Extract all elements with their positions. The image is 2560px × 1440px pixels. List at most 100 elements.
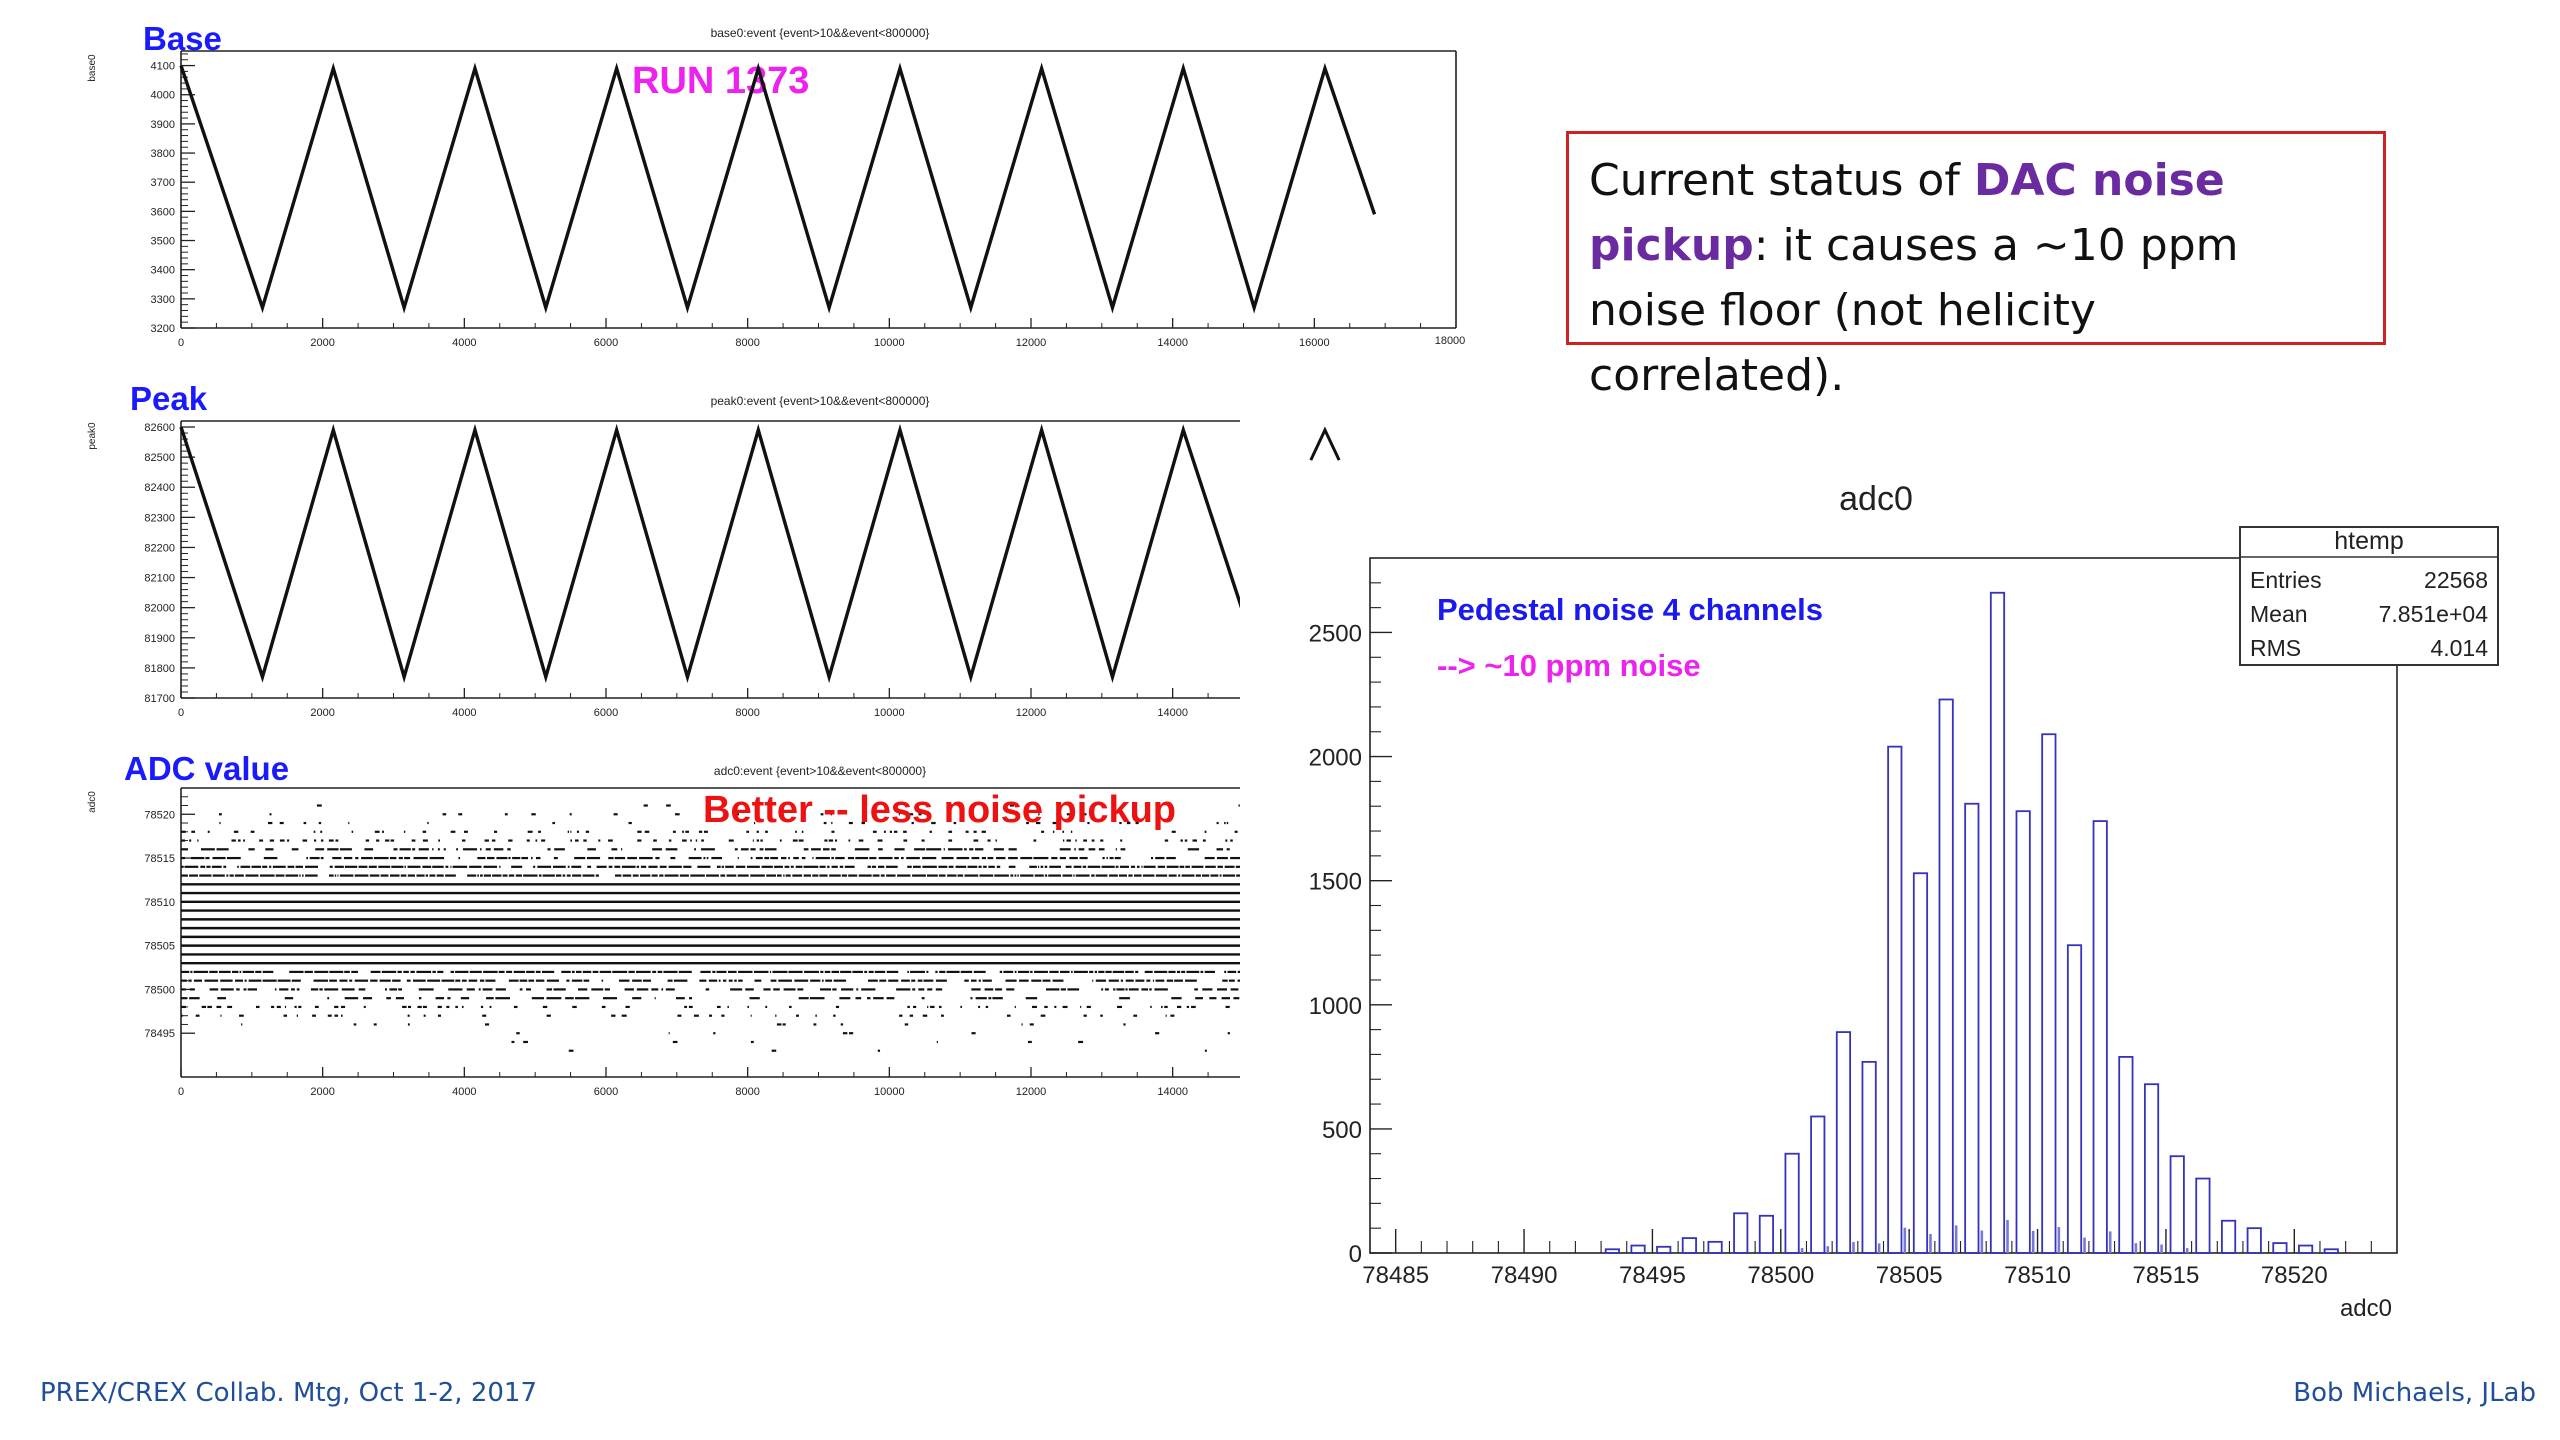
peak-series-line-tail bbox=[1309, 426, 1341, 461]
run-annotation: RUN 1373 bbox=[632, 60, 809, 102]
histogram-bar bbox=[1630, 1244, 1646, 1254]
stats-box-frame bbox=[2239, 526, 2499, 666]
base-x-tick-label: 2000 bbox=[310, 337, 334, 349]
histogram-y-tick-label: 2500 bbox=[1309, 620, 1362, 647]
histogram-bar-sub bbox=[1800, 1248, 1804, 1253]
histogram-bar bbox=[1656, 1245, 1672, 1254]
base-y-tick-label: 3300 bbox=[151, 294, 175, 306]
adc-x-tick-label: 12000 bbox=[1016, 1086, 1047, 1098]
histogram-bar-sub bbox=[1852, 1241, 1855, 1253]
base-x-tick-label: 0 bbox=[178, 337, 184, 349]
peak-y-tick-label: 81800 bbox=[144, 663, 175, 675]
stats-entries-value: 22568 bbox=[2424, 567, 2488, 593]
adc-y-tick-label: 78495 bbox=[144, 1028, 175, 1040]
peak-x-tick-label: 8000 bbox=[735, 707, 759, 719]
histogram-bar bbox=[1784, 1152, 1800, 1254]
peak-y-tick-label: 82300 bbox=[144, 512, 175, 524]
histogram-y-tick-label: 2000 bbox=[1309, 745, 1362, 772]
histogram-bar bbox=[1938, 698, 1954, 1254]
histogram-x-tick-label: 78490 bbox=[1491, 1262, 1558, 1289]
histogram-y-tick-label: 500 bbox=[1322, 1117, 1362, 1144]
histogram-bar bbox=[2118, 1056, 2134, 1254]
peak-label: Peak bbox=[130, 380, 208, 417]
histogram-xlabel: adc0 bbox=[2340, 1295, 2392, 1322]
peak-plot: Peak peak0:event {event>10&&event<800000… bbox=[87, 380, 1341, 719]
pedestal-annotation: Pedestal noise 4 channels bbox=[1437, 592, 1823, 627]
adc-annotation: Better -- less noise pickup bbox=[703, 789, 1176, 831]
peak-y-tick-label: 82400 bbox=[144, 482, 175, 494]
base-x-tick-label: 14000 bbox=[1157, 337, 1188, 349]
base-y-tick-label: 3700 bbox=[151, 177, 175, 189]
histogram-bar bbox=[2066, 944, 2083, 1254]
histogram-bar bbox=[1604, 1248, 1620, 1254]
base-x-tick-label: 8000 bbox=[735, 337, 759, 349]
histogram-title: adc0 bbox=[1839, 480, 1913, 518]
histogram-x-tick-label: 78515 bbox=[2133, 1262, 2200, 1289]
histogram-bar-sub bbox=[2185, 1248, 2189, 1253]
histogram-bar bbox=[1707, 1240, 1723, 1254]
stats-entries-label: Entries bbox=[2250, 567, 2322, 593]
adc-y-tick-label: 78520 bbox=[144, 809, 175, 821]
base-x-tick-label: 10000 bbox=[874, 337, 905, 349]
peak-y-tick-label: 82600 bbox=[144, 422, 175, 434]
histogram-x-tick-label: 78510 bbox=[2004, 1262, 2071, 1289]
histogram-bar bbox=[1989, 591, 2006, 1254]
histogram-bar bbox=[2298, 1244, 2314, 1254]
histogram-bar-sub bbox=[1980, 1230, 1984, 1253]
histogram-y-tick-label: 1500 bbox=[1309, 869, 1362, 896]
histogram-x-tick-label: 78520 bbox=[2261, 1262, 2328, 1289]
stats-rms-label: RMS bbox=[2250, 635, 2301, 661]
histogram-bar-sub bbox=[2006, 1219, 2009, 1253]
histogram-bar bbox=[2323, 1248, 2339, 1254]
base-y-tick-label: 4000 bbox=[151, 90, 175, 102]
footer-right: Bob Michaels, JLab bbox=[2293, 1378, 2536, 1408]
base-x-tick-label: 12000 bbox=[1016, 337, 1047, 349]
peak-x-tick-label: 2000 bbox=[310, 707, 334, 719]
adc-plot-title: adc0:event {event>10&&event<800000} bbox=[714, 764, 926, 778]
histogram-bar-sub bbox=[1826, 1246, 1830, 1253]
adc-x-tick-label: 6000 bbox=[594, 1086, 618, 1098]
ppm-annotation: --> ~10 ppm noise bbox=[1437, 648, 1701, 683]
peak-x-tick-label: 12000 bbox=[1016, 707, 1047, 719]
base-y-tick-label: 3400 bbox=[151, 265, 175, 277]
histogram-y-tick-label: 0 bbox=[1349, 1241, 1362, 1268]
stats-name: htemp bbox=[2334, 527, 2403, 555]
stats-mean-label: Mean bbox=[2250, 601, 2308, 627]
base-plot: Base base0:event {event>10&&event<800000… bbox=[87, 20, 1465, 349]
base-x-tick-label: 6000 bbox=[594, 337, 618, 349]
callout-text-2: : it causes a ~10 ppm bbox=[1753, 220, 2239, 271]
base-ylabel: base0 bbox=[87, 54, 98, 82]
peak-y-tick-label: 82200 bbox=[144, 542, 175, 554]
peak-x-tick-label: 6000 bbox=[594, 707, 618, 719]
histogram-bar-sub bbox=[2160, 1244, 2163, 1253]
base-y-tick-label: 3600 bbox=[151, 206, 175, 218]
histogram-y-tick-label: 1000 bbox=[1309, 993, 1362, 1020]
histogram-bar bbox=[1758, 1214, 1774, 1254]
histogram-bar bbox=[2195, 1177, 2211, 1254]
histogram-bar bbox=[2041, 733, 2057, 1254]
histogram-bar bbox=[2272, 1242, 2288, 1254]
histogram-bar bbox=[2143, 1083, 2160, 1254]
peak-y-tick-label: 81700 bbox=[144, 693, 175, 705]
peak-x-tick-label: 0 bbox=[178, 707, 184, 719]
adc-y-tick-label: 78505 bbox=[144, 941, 175, 953]
histogram-bar bbox=[1835, 1031, 1852, 1254]
callout-highlight-1: DAC noise bbox=[1973, 155, 2225, 206]
adc-y-tick-label: 78510 bbox=[144, 897, 175, 909]
base-x-tick-label: 16000 bbox=[1299, 337, 1330, 349]
stats-box: htemp Entries 22568 Mean 7.851e+04 RMS 4… bbox=[2239, 526, 2499, 666]
histogram-bar bbox=[2092, 820, 2108, 1254]
histogram-bar-sub bbox=[2083, 1237, 2086, 1253]
histogram-bar bbox=[2015, 810, 2031, 1254]
peak-series-line bbox=[179, 423, 1246, 684]
adc-ylabel: adc0 bbox=[87, 791, 98, 813]
histogram-bar-sub bbox=[1929, 1234, 1932, 1253]
histogram-bar bbox=[2169, 1155, 2185, 1254]
base-y-tick-label: 3500 bbox=[151, 236, 175, 248]
base-y-tick-label: 3900 bbox=[151, 119, 175, 131]
histogram-bar bbox=[1964, 802, 1980, 1254]
histogram-bar-sub bbox=[2108, 1231, 2112, 1253]
histogram-bar bbox=[1912, 872, 1929, 1254]
histogram-x-tick-label: 78495 bbox=[1619, 1262, 1686, 1289]
